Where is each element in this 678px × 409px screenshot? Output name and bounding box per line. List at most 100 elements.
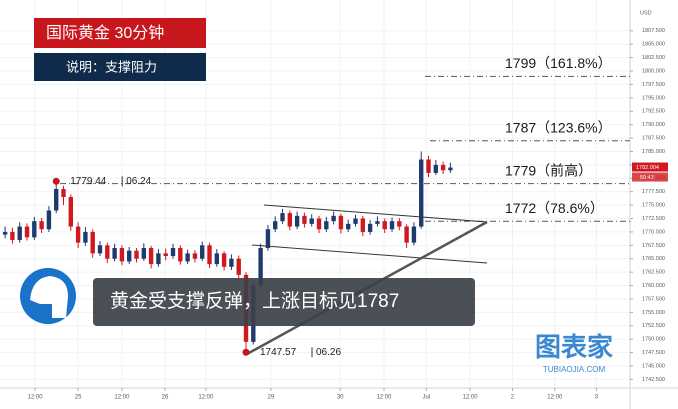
y-tick-label: 1747.500 <box>642 350 665 356</box>
last-price-label: 1782.004 <box>636 165 659 171</box>
x-tick-label: 12:00 <box>114 395 130 401</box>
candle-body <box>61 189 66 198</box>
point-value: 1779.44 <box>70 176 107 187</box>
candle-body <box>214 253 220 265</box>
x-tick-label: Jul <box>422 395 430 401</box>
candle-body <box>309 218 314 224</box>
candle-body <box>141 248 147 259</box>
y-tick-label: 1762.500 <box>642 270 665 276</box>
x-tick-label: 25 <box>75 395 82 401</box>
candle-body <box>17 226 22 240</box>
candle-body <box>200 245 205 259</box>
watermark-site: TUBIAOJIA.COM <box>543 365 606 374</box>
candle-body <box>163 253 168 257</box>
candle-body <box>2 231 8 235</box>
candle-body <box>419 159 424 227</box>
y-tick-label: 1752.500 <box>642 323 665 329</box>
candle-body <box>382 221 387 230</box>
x-tick-label: 12:00 <box>198 395 214 401</box>
y-tick-label: 1777.500 <box>642 189 665 195</box>
point-marker <box>52 177 60 185</box>
currency-label: USD <box>640 10 652 16</box>
y-tick-label: 1757.500 <box>642 296 665 302</box>
y-tick-label: 1750.000 <box>642 337 665 343</box>
x-tick-label: 2 <box>511 395 515 401</box>
subtitle-box <box>34 53 206 81</box>
x-tick-label: 26 <box>162 395 169 401</box>
y-tick-label: 1745.000 <box>642 363 665 369</box>
y-tick-label: 1787.500 <box>642 136 665 142</box>
candle-body <box>24 226 30 238</box>
candle-body <box>389 221 395 230</box>
candle-body <box>185 253 190 262</box>
y-tick-label: 1790.000 <box>642 122 665 128</box>
y-tick-label: 1792.500 <box>642 109 665 115</box>
candle-body <box>10 231 15 240</box>
candle-body <box>273 221 278 230</box>
candle-body <box>287 213 293 227</box>
candle-body <box>324 221 329 230</box>
points: 1779.44 06.24 1747.57 06.26 <box>52 176 341 358</box>
candle-body <box>207 245 212 265</box>
y-tick-label: 1755.000 <box>642 310 665 316</box>
candle-body <box>178 248 183 262</box>
level-label: 1787（123.6%） <box>505 119 612 135</box>
levels: 1799（161.8%） 1787（123.6%） 1779（前高） 1772（78.… <box>60 55 630 222</box>
y-tick-label: 1785.000 <box>642 149 665 155</box>
candle-body <box>112 248 117 259</box>
candle-body <box>448 167 453 171</box>
y-tick-label: 1802.500 <box>642 55 665 61</box>
candle-body <box>54 189 59 211</box>
y-tick-label: 1760.000 <box>642 283 665 289</box>
point-date: 06.26 <box>316 347 341 358</box>
y-tick-label: 1775.000 <box>642 203 665 209</box>
candle-body <box>404 226 409 243</box>
candle-body <box>192 253 198 259</box>
chart-title: 国际黄金 30分钟 <box>46 24 164 42</box>
candle-body <box>302 215 307 224</box>
candle-body <box>97 245 103 254</box>
level-label: 1799（161.8%） <box>505 55 612 71</box>
candle-body <box>433 164 439 173</box>
candle-body <box>68 197 74 227</box>
x-tick-label: 12:00 <box>547 395 563 401</box>
candle-body <box>229 258 234 267</box>
candle-body <box>32 221 37 238</box>
x-tick-label: 12:00 <box>463 395 479 401</box>
level-label: 1779（前高） <box>505 162 592 178</box>
candle-body <box>316 218 322 230</box>
y-tick-label: 1805.000 <box>642 42 665 48</box>
candle-body <box>134 250 139 259</box>
candle-body <box>353 218 358 224</box>
y-tick-label: 1770.000 <box>642 229 665 235</box>
chart-subtitle: 说明：支撑阻力 <box>66 59 157 74</box>
point-marker <box>242 348 250 356</box>
candle-body <box>360 218 366 232</box>
candle-body <box>294 215 300 227</box>
candle-body <box>367 223 373 232</box>
candle-body <box>426 159 431 173</box>
x-tick-label: 3 <box>595 395 599 401</box>
candle-body <box>280 213 285 222</box>
x-tick-label: 12:00 <box>376 395 392 401</box>
candle-body <box>236 258 241 275</box>
level-label: 1772（78.6%） <box>505 200 604 216</box>
x-tick-label: 12:00 <box>28 395 44 401</box>
y-tick-label: 1742.500 <box>642 377 665 383</box>
candle-body <box>346 223 351 230</box>
logo-head <box>30 276 68 318</box>
candle-body <box>221 253 227 267</box>
candle-body <box>331 215 336 222</box>
point-value: 1747.57 <box>260 347 297 358</box>
candle-body <box>375 221 380 224</box>
timer-label: 50:43 <box>640 175 654 181</box>
candle-body <box>90 231 95 254</box>
candle-body <box>397 221 402 227</box>
title-box <box>34 18 206 48</box>
last-price-tag <box>632 162 668 172</box>
y-tick-label: 1765.000 <box>642 256 665 262</box>
candle-body <box>411 226 417 243</box>
candle-body <box>338 215 344 230</box>
timer-tag <box>632 172 668 182</box>
